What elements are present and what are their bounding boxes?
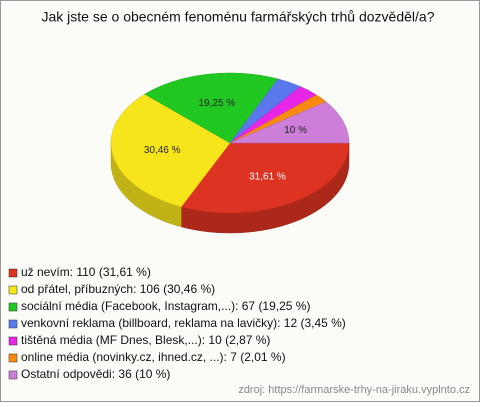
chart-title: Jak jste se o obecném fenoménu farmářský…: [42, 9, 435, 25]
legend-swatch: [8, 353, 18, 363]
slice: [110, 93, 231, 208]
slice-label: 30,46 %: [144, 145, 181, 156]
legend-swatch: [8, 285, 18, 295]
legend-label: venkovní reklama (billboard, reklama na …: [21, 316, 346, 330]
slice: [144, 72, 279, 144]
slice: [180, 142, 350, 214]
legend-label: tištěná média (MF Dnes, Blesk,...): 10 (…: [21, 333, 270, 347]
legend-label: od přátel, příbuzných: 106 (30,46 %): [21, 282, 215, 296]
legend-swatch: [8, 268, 18, 278]
source: zdroj: https://farmarske-trhy-na-jiraku.…: [238, 384, 470, 396]
legend-swatch: [8, 302, 18, 312]
slice: [229, 101, 350, 144]
slice-label: 31,61 %: [249, 172, 286, 183]
legend-swatch: [8, 336, 18, 346]
legend-label: Ostatní odpovědi: 36 (10 %): [21, 367, 170, 381]
legend-label: sociální média (Facebook, Instagram,...)…: [21, 299, 310, 313]
legend-swatch: [8, 370, 18, 380]
slice-label: 19,25 %: [198, 98, 235, 109]
legend-swatch: [8, 319, 18, 329]
legend-label: už nevím: 110 (31,61 %): [21, 265, 151, 279]
legend-label: online média (novinky.cz, ihned.cz, ...)…: [21, 350, 286, 364]
slice-label: 10 %: [284, 125, 307, 136]
